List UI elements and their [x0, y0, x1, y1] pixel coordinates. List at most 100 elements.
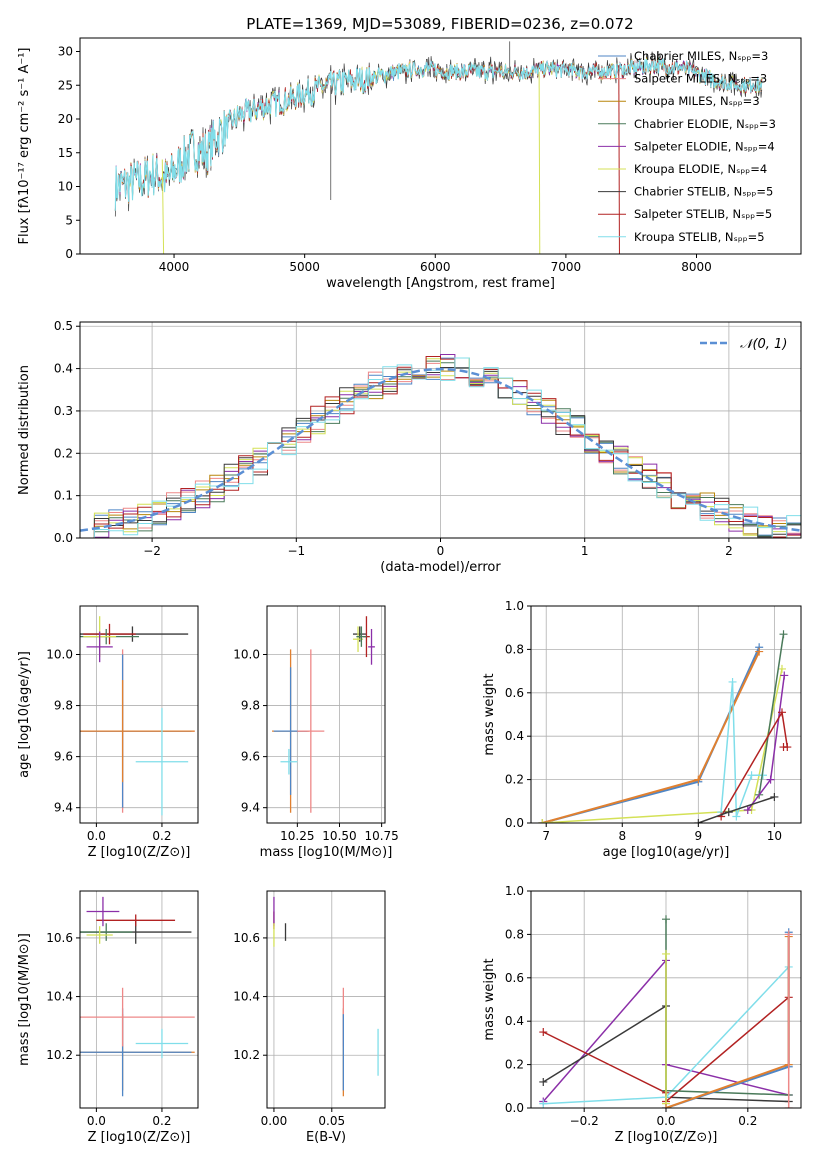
series-line-kroupa_stelib — [720, 681, 763, 817]
axes-frame — [79, 37, 802, 255]
y-tick-label: 9.8 — [241, 699, 260, 713]
series-marker — [770, 792, 779, 801]
y-tick-label: 1.0 — [505, 884, 524, 898]
y-tick-label: 9.4 — [54, 801, 73, 815]
y-tick-label: 25 — [58, 78, 73, 92]
x-axis-label: Z [log10(Z/Z⊙)] — [88, 1130, 191, 1145]
x-axis-label: Z [log10(Z/Z⊙)] — [88, 845, 191, 860]
mass_weight_vs_Z-axes — [531, 890, 801, 1109]
mass_vs_Z-plot-area — [80, 896, 195, 1097]
x-tick-label: 10 — [767, 829, 782, 843]
x-tick-label: 0.0 — [87, 829, 106, 843]
series-marker — [779, 630, 788, 639]
series-line-orange — [542, 651, 761, 823]
spectrum-plot-area — [114, 41, 763, 254]
y-tick-label: 10.4 — [46, 990, 73, 1004]
series-marker — [538, 819, 547, 823]
error-bar-point — [86, 631, 113, 663]
error-bar-point — [297, 649, 325, 813]
axes-frame — [530, 605, 802, 824]
x-tick-label: 0.2 — [738, 1114, 757, 1128]
legend-label: Salpeter STELIB, Nₛₚₚ=5 — [634, 207, 772, 221]
error-bar-point — [356, 626, 367, 647]
y-tick-label: 0.5 — [54, 319, 73, 333]
y-tick-label: 0.2 — [505, 773, 524, 787]
error-bar-point — [135, 708, 189, 816]
y-tick-label: 0.0 — [54, 531, 73, 545]
y-tick-label: 10.6 — [46, 931, 73, 945]
spectrum-title: PLATE=1369, MJD=53089, FIBERID=0236, z=0… — [246, 15, 633, 33]
error-bar-point — [86, 926, 113, 944]
x-tick-label: 0.00 — [261, 1114, 288, 1128]
x-tick-label: 10.75 — [364, 829, 398, 843]
x-tick-label: 0.2 — [152, 1114, 171, 1128]
axes-frame — [266, 890, 386, 1109]
series-marker — [777, 664, 786, 673]
series-marker — [694, 819, 703, 823]
y-tick-label: 9.6 — [241, 750, 260, 764]
spectrum-dropout-kroupa-elodie-2 — [538, 71, 541, 254]
series-line-chabrier_miles — [665, 932, 790, 1108]
y-tick-label: 0.6 — [505, 686, 524, 700]
x-tick-label: 0.05 — [318, 1114, 345, 1128]
x-axis-label: wavelength [Angstrom, rest frame] — [326, 276, 555, 291]
y-tick-label: 0.0 — [505, 816, 524, 830]
series-marker — [724, 808, 733, 817]
x-tick-label: 2 — [725, 544, 733, 558]
y-tick-label: 10.0 — [233, 648, 260, 662]
x-tick-label: 6000 — [420, 260, 451, 274]
mass_weight_vs_Z-frame: −0.2 0.0 0.2 0.0 0.2 0.4 0.6 0.8 1.0 Z [log10(Z/Z… — [482, 884, 802, 1145]
y-tick-label: 0.8 — [505, 642, 524, 656]
spectrum-dropout-kroupa-elodie — [161, 159, 165, 254]
x-tick-label: −0.2 — [570, 1114, 599, 1128]
series-marker — [539, 1099, 548, 1108]
y-tick-label: 0.1 — [54, 489, 73, 503]
x-axis-label: Z [log10(Z/Z⊙)] — [615, 1130, 718, 1145]
y-tick-label: 10.0 — [46, 648, 73, 662]
legend-label: Kroupa MILES, Nₛₚₚ=3 — [634, 94, 760, 108]
mass_vs_Z-frame: 0.0 0.2 10.2 10.4 10.6 Z [log10(Z/Z⊙)] mass [l… — [17, 890, 199, 1145]
x-tick-label: 0.2 — [152, 829, 171, 843]
spectrum-frame: 4000 5000 6000 7000 8000 0 5 10 15 20 25 30 waveleng… — [17, 37, 802, 291]
y-tick-label: 0.4 — [505, 729, 524, 743]
x-tick-label: 8 — [618, 829, 626, 843]
series-marker — [780, 671, 789, 680]
y-tick-label: 10.6 — [233, 931, 260, 945]
series-marker — [539, 1028, 548, 1037]
x-tick-label: 0.0 — [87, 1114, 106, 1128]
y-tick-label: 0.0 — [505, 1101, 524, 1115]
series-marker — [755, 647, 764, 656]
series-line-kroupa_elodie — [542, 668, 783, 823]
age_vs_Z-frame: 0.0 0.2 9.4 9.6 9.8 10.0 Z [log10(Z/Z⊙)] age [l… — [17, 605, 199, 860]
y-axis-label: Normed distribution — [17, 365, 32, 495]
mass_weight_vs_age-frame: 7 8 9 10 0.0 0.2 0.4 0.6 0.8 1.0 age [log10(age/yr… — [482, 599, 802, 860]
residuals-plot-area — [80, 354, 801, 538]
spectrum-dropout-salpeter-stelib — [618, 64, 620, 254]
age_vs_Z-axes — [80, 606, 198, 823]
mass_vs_Z-axes — [80, 891, 198, 1108]
mass_weight_vs_age-plot-area — [538, 630, 792, 823]
error-bar-point — [80, 923, 133, 941]
y-tick-label: 10.4 — [233, 990, 260, 1004]
axes-frame — [79, 605, 199, 824]
y-axis-label: mass weight — [482, 673, 497, 755]
age_vs_Z-plot-area — [80, 616, 195, 816]
x-tick-label: −2 — [143, 544, 161, 558]
y-tick-label: 0.4 — [505, 1014, 524, 1028]
x-axis-label: E(B-V) — [306, 1130, 346, 1145]
series-marker — [766, 775, 775, 784]
y-tick-label: 9.6 — [54, 750, 73, 764]
series-marker — [694, 775, 703, 784]
mass_vs_ebv-plot-area — [273, 896, 379, 1097]
x-tick-label: 4000 — [159, 260, 190, 274]
x-tick-label: 7 — [542, 829, 550, 843]
error-bar-point — [96, 914, 176, 927]
series-marker — [732, 812, 741, 821]
error-bar-point — [135, 1028, 189, 1059]
x-axis-label: (data-model)/error — [380, 560, 501, 575]
x-axis-label: age [log10(age/yr)] — [603, 845, 730, 860]
y-tick-label: 15 — [58, 146, 73, 160]
series-marker — [747, 771, 756, 780]
error-bar-point — [86, 896, 120, 927]
